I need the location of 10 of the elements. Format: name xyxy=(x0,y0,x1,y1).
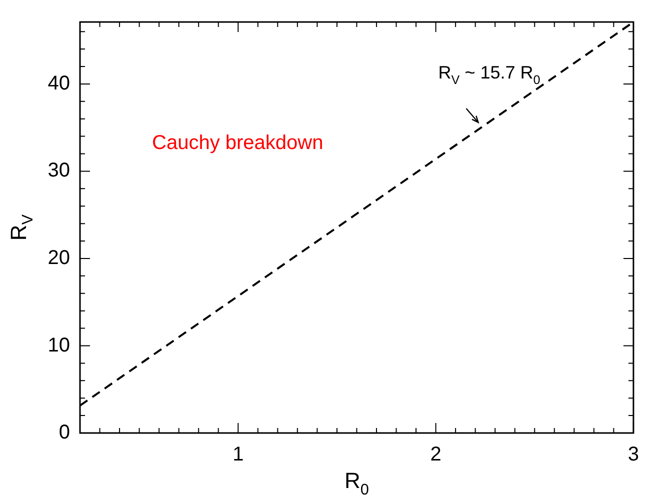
x-tick-label: 3 xyxy=(628,444,639,466)
y-tick-label: 0 xyxy=(58,422,70,444)
y-axis-title: RV xyxy=(6,214,37,241)
y-tick-label: 10 xyxy=(48,334,70,356)
y-tick-label: 20 xyxy=(48,246,70,269)
x-tick-label: 2 xyxy=(430,444,442,466)
x-tick-label: 1 xyxy=(232,444,244,466)
annotation: Cauchy breakdown xyxy=(152,132,324,154)
y-tick-label: 40 xyxy=(48,72,70,94)
y-tick-label: 30 xyxy=(48,160,70,182)
